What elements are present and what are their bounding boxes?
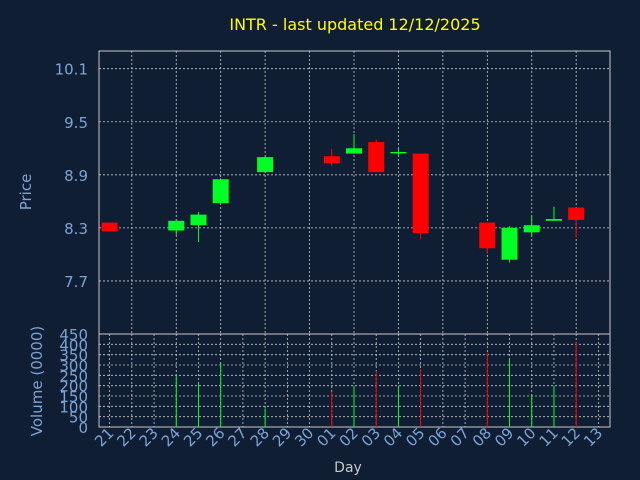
candle-body: [545, 219, 562, 221]
price-tick-label: 10.1: [55, 61, 88, 79]
price-axis-label: Price: [17, 174, 35, 211]
candle-body: [390, 151, 407, 154]
x-tick-label: 13: [580, 424, 606, 450]
chart-title: INTR - last updated 12/12/2025: [229, 15, 480, 34]
candle-body: [568, 207, 585, 220]
price-tick-labels: 10.1 9.5 8.9 8.3 7.7: [55, 61, 88, 291]
candle-body: [346, 148, 362, 154]
candle-body: [412, 153, 429, 234]
price-tick-label: 8.9: [64, 167, 88, 185]
candle-body: [479, 222, 496, 249]
volume-axis-label: Volume (0000): [28, 326, 46, 436]
candles: [101, 134, 585, 263]
candle-body: [323, 156, 340, 164]
candle-body: [368, 142, 385, 173]
volume-tick-label: 50: [69, 409, 88, 427]
volume-tick-label: 150: [59, 388, 88, 406]
x-axis-label: Day: [334, 460, 362, 476]
volume-tick-label: 200: [59, 378, 88, 396]
candle-body: [190, 214, 207, 226]
volume-bars: [175, 342, 577, 427]
volume-tick-label: 400: [59, 336, 88, 354]
volume-tick-label: 100: [59, 398, 88, 416]
candle-body: [501, 227, 518, 260]
volume-tick-label: 450: [59, 326, 88, 344]
candle-body: [257, 157, 274, 173]
price-panel: [98, 50, 611, 335]
candle-body: [101, 222, 118, 232]
candle-body: [168, 220, 185, 231]
candle-body: [523, 225, 540, 233]
price-tick-label: 7.7: [64, 273, 88, 291]
grid-lines: [99, 51, 610, 427]
volume-tick-label: 0: [78, 419, 88, 437]
price-tick-label: 9.5: [64, 114, 88, 132]
volume-tick-label: 350: [59, 347, 88, 365]
candle-body: [212, 179, 229, 204]
x-tick-labels: 2122232425262728293001020304050607080910…: [91, 424, 606, 450]
price-tick-label: 8.3: [64, 220, 88, 238]
volume-tick-label: 250: [59, 367, 88, 385]
volume-tick-label: 300: [59, 357, 88, 375]
